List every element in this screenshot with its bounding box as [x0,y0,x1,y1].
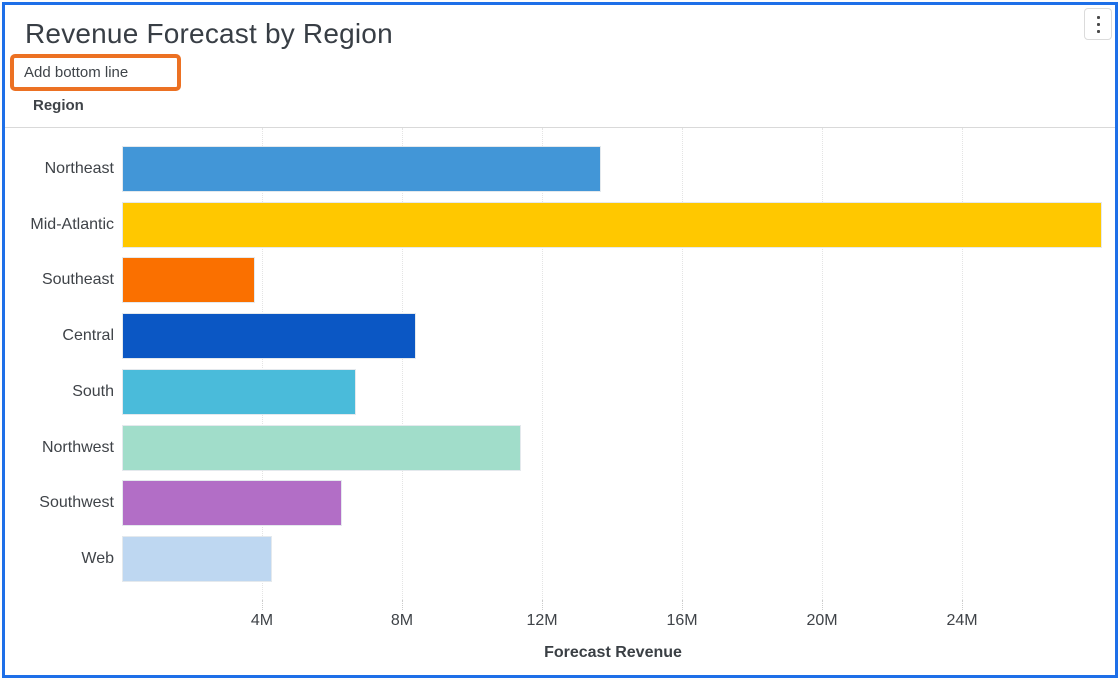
category-label-mid-atlantic: Mid-Atlantic [30,216,114,233]
bar-central[interactable] [122,313,416,359]
bar-mid-atlantic[interactable] [122,202,1102,248]
add-bottom-line-link[interactable]: Add bottom line [24,64,129,81]
kebab-dot [1096,15,1100,19]
tick-mark-8M [402,600,403,610]
x-axis-title: Forecast Revenue [544,644,682,661]
category-label-central: Central [62,327,114,344]
gridline-20M [822,128,823,600]
gridline-12M [542,128,543,600]
gridline-16M [682,128,683,600]
tick-mark-20M [822,600,823,610]
x-tick-label-24M: 24M [946,612,978,629]
tick-mark-16M [682,600,683,610]
tick-mark-4M [262,600,263,610]
category-label-northwest: Northwest [41,439,114,456]
category-label-south: South [72,383,114,400]
gridline-24M [962,128,963,600]
x-tick-label-16M: 16M [666,612,698,629]
x-tick-label-8M: 8M [390,612,414,629]
kebab-dot [1096,22,1100,26]
x-tick-label-12M: 12M [526,612,558,629]
category-label-web: Web [81,550,114,567]
bar-northeast[interactable] [122,146,601,192]
tick-mark-12M [542,600,543,610]
x-tick-label-4M: 4M [250,612,274,629]
category-label-southwest: Southwest [39,494,114,511]
gridline-4M [262,128,263,600]
bar-southwest[interactable] [122,480,342,526]
x-tick-label-20M: 20M [806,612,838,629]
bar-web[interactable] [122,536,272,582]
kebab-menu-icon[interactable] [1084,8,1112,40]
y-axis-title: Region [33,97,84,114]
page-title: Revenue Forecast by Region [25,18,393,49]
bar-chart-plot-area [122,128,1104,610]
category-label-northeast: Northeast [44,160,114,177]
kebab-dot [1096,29,1100,33]
gridline-8M [402,128,403,600]
tick-mark-24M [962,600,963,610]
bar-southeast[interactable] [122,257,255,303]
bar-northwest[interactable] [122,425,521,471]
category-label-southeast: Southeast [41,271,114,288]
bar-south[interactable] [122,369,356,415]
annotation-highlight-box: Add bottom line [10,54,181,91]
